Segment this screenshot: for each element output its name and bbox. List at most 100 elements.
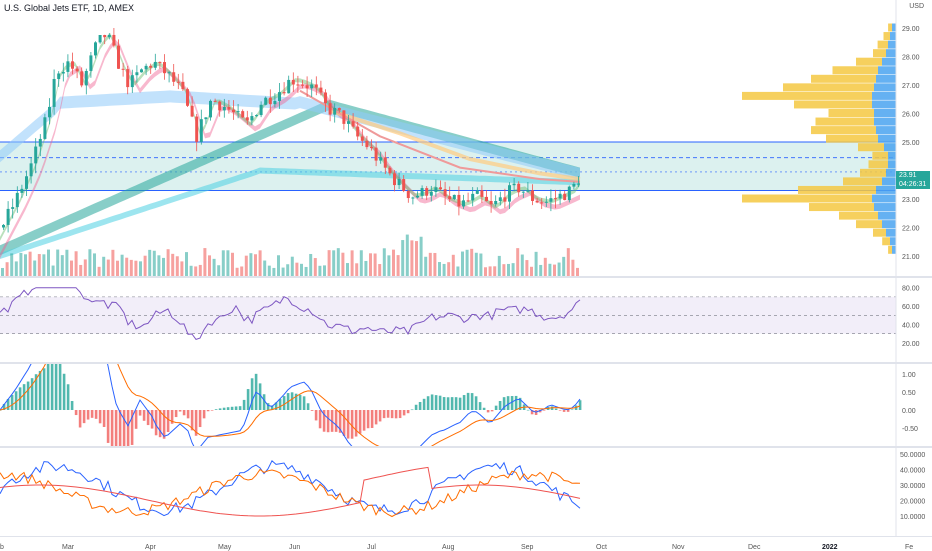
volume-bar xyxy=(359,250,363,276)
candle-body xyxy=(38,138,42,147)
macd-histogram-bar xyxy=(510,396,514,410)
time-label: b xyxy=(0,544,4,551)
volume-bar xyxy=(520,254,524,276)
candle-body xyxy=(457,194,461,207)
candle-body xyxy=(61,71,65,74)
candle-body xyxy=(416,195,419,198)
volume-bar xyxy=(497,255,501,276)
candle-body xyxy=(43,117,47,139)
volume-bar xyxy=(336,248,340,276)
candle-body xyxy=(273,100,277,105)
rsi-chart[interactable]: 80.00 60.00 40.00 20.00 xyxy=(0,278,932,362)
macd-histogram-bar xyxy=(418,401,422,410)
currency-label[interactable]: USD xyxy=(909,3,924,10)
macd-histogram-bar xyxy=(234,406,238,410)
macd-histogram-bar xyxy=(210,410,214,411)
macd-histogram-bar xyxy=(526,409,530,411)
macd-histogram-bar xyxy=(222,407,226,410)
time-label: Jun xyxy=(289,544,301,551)
candle-body xyxy=(531,190,534,201)
volume-bar xyxy=(355,263,359,276)
macd-histogram-bar xyxy=(442,397,446,410)
volume-profile-down xyxy=(839,211,878,220)
macd-histogram-bar xyxy=(250,378,254,410)
volume-bar xyxy=(507,263,510,276)
volume-profile-up xyxy=(886,168,896,177)
macd-histogram-bar xyxy=(26,381,30,410)
macd-histogram-bar xyxy=(186,410,190,419)
macd-histogram-bar xyxy=(22,384,26,410)
volume-profile-up xyxy=(892,245,896,254)
volume-profile-down xyxy=(742,194,872,203)
dmi-pane[interactable]: 50.0000 40.0000 30.0000 20.0000 10.0000 xyxy=(0,448,932,536)
candle-body xyxy=(107,34,111,38)
volume-profile-up xyxy=(888,151,896,160)
macd-histogram-bar xyxy=(78,410,82,428)
macd-pane[interactable]: 1.00 0.50 0.00 -0.50 xyxy=(0,364,932,446)
volume-bar xyxy=(231,252,234,276)
dmi-tick-label: 40.0000 xyxy=(900,468,925,475)
candle-body xyxy=(508,185,511,202)
macd-histogram-bar xyxy=(206,410,210,412)
volume-profile-up xyxy=(878,134,896,143)
macd-histogram-bar xyxy=(258,383,262,410)
macd-histogram-bar xyxy=(50,364,54,410)
volume-bar xyxy=(493,266,497,276)
pane-separator[interactable] xyxy=(0,362,932,364)
volume-bar xyxy=(516,248,520,276)
macd-histogram-bar xyxy=(158,410,162,438)
macd-line xyxy=(0,364,581,446)
candle-body xyxy=(370,147,373,149)
macd-histogram-bar xyxy=(318,410,322,429)
volume-bar xyxy=(534,251,538,276)
macd-histogram-bar xyxy=(298,394,302,410)
macd-histogram-bar xyxy=(434,395,438,410)
dmi-chart[interactable]: 50.0000 40.0000 30.0000 20.0000 10.0000 xyxy=(0,448,932,536)
volume-bar xyxy=(290,256,294,276)
macd-histogram-bar xyxy=(390,410,394,419)
volume-bar xyxy=(180,261,184,276)
candle-body xyxy=(296,84,300,86)
volume-bar xyxy=(83,259,87,276)
candle-body xyxy=(521,191,525,193)
macd-histogram-bar xyxy=(362,410,366,431)
candle-body xyxy=(218,101,222,111)
candle-body xyxy=(135,72,139,76)
candle-body xyxy=(489,201,493,205)
price-chart[interactable]: 29.00 28.00 27.00 26.00 25.00 23.00 22.00 21.00 xyxy=(0,0,932,276)
macd-histogram-bar xyxy=(126,410,130,446)
price-tick-label: 26.00 xyxy=(902,112,920,119)
volume-bar xyxy=(562,256,566,276)
candle-body xyxy=(66,61,70,72)
candle-body xyxy=(434,187,438,192)
volume-bar xyxy=(272,267,276,276)
candle-body xyxy=(397,179,401,186)
volume-bar xyxy=(378,264,382,276)
macd-histogram-bar xyxy=(226,407,230,410)
macd-histogram-bar xyxy=(458,397,462,410)
time-label: Nov xyxy=(672,544,685,551)
macd-histogram-bar xyxy=(62,373,66,410)
pane-separator[interactable] xyxy=(0,276,932,278)
volume-bar xyxy=(369,253,372,276)
macd-histogram-bar xyxy=(150,410,154,429)
candle-body xyxy=(80,71,84,86)
macd-chart[interactable]: 1.00 0.50 0.00 -0.50 xyxy=(0,364,932,446)
price-pane[interactable]: 29.00 28.00 27.00 26.00 25.00 23.00 22.00 21.00… xyxy=(0,0,932,276)
adx-line xyxy=(0,466,581,517)
time-axis[interactable]: b Mar Apr May Jun Jul Aug Sep Oct Nov De… xyxy=(0,536,932,551)
volume-bar xyxy=(511,263,515,276)
volume-profile-down xyxy=(858,143,884,152)
volume-bar xyxy=(175,256,179,276)
pane-separator[interactable] xyxy=(0,446,932,448)
macd-histogram-bar xyxy=(398,410,402,419)
volume-bar xyxy=(203,248,207,276)
rsi-pane[interactable]: 80.00 60.00 40.00 20.00 xyxy=(0,278,932,362)
volume-bar xyxy=(194,266,198,276)
candle-body xyxy=(411,197,415,199)
volume-bar xyxy=(364,260,368,276)
volume-bar xyxy=(226,250,230,276)
volume-bar xyxy=(56,249,60,276)
candle-body xyxy=(241,111,245,118)
macd-histogram-bar xyxy=(202,410,206,419)
